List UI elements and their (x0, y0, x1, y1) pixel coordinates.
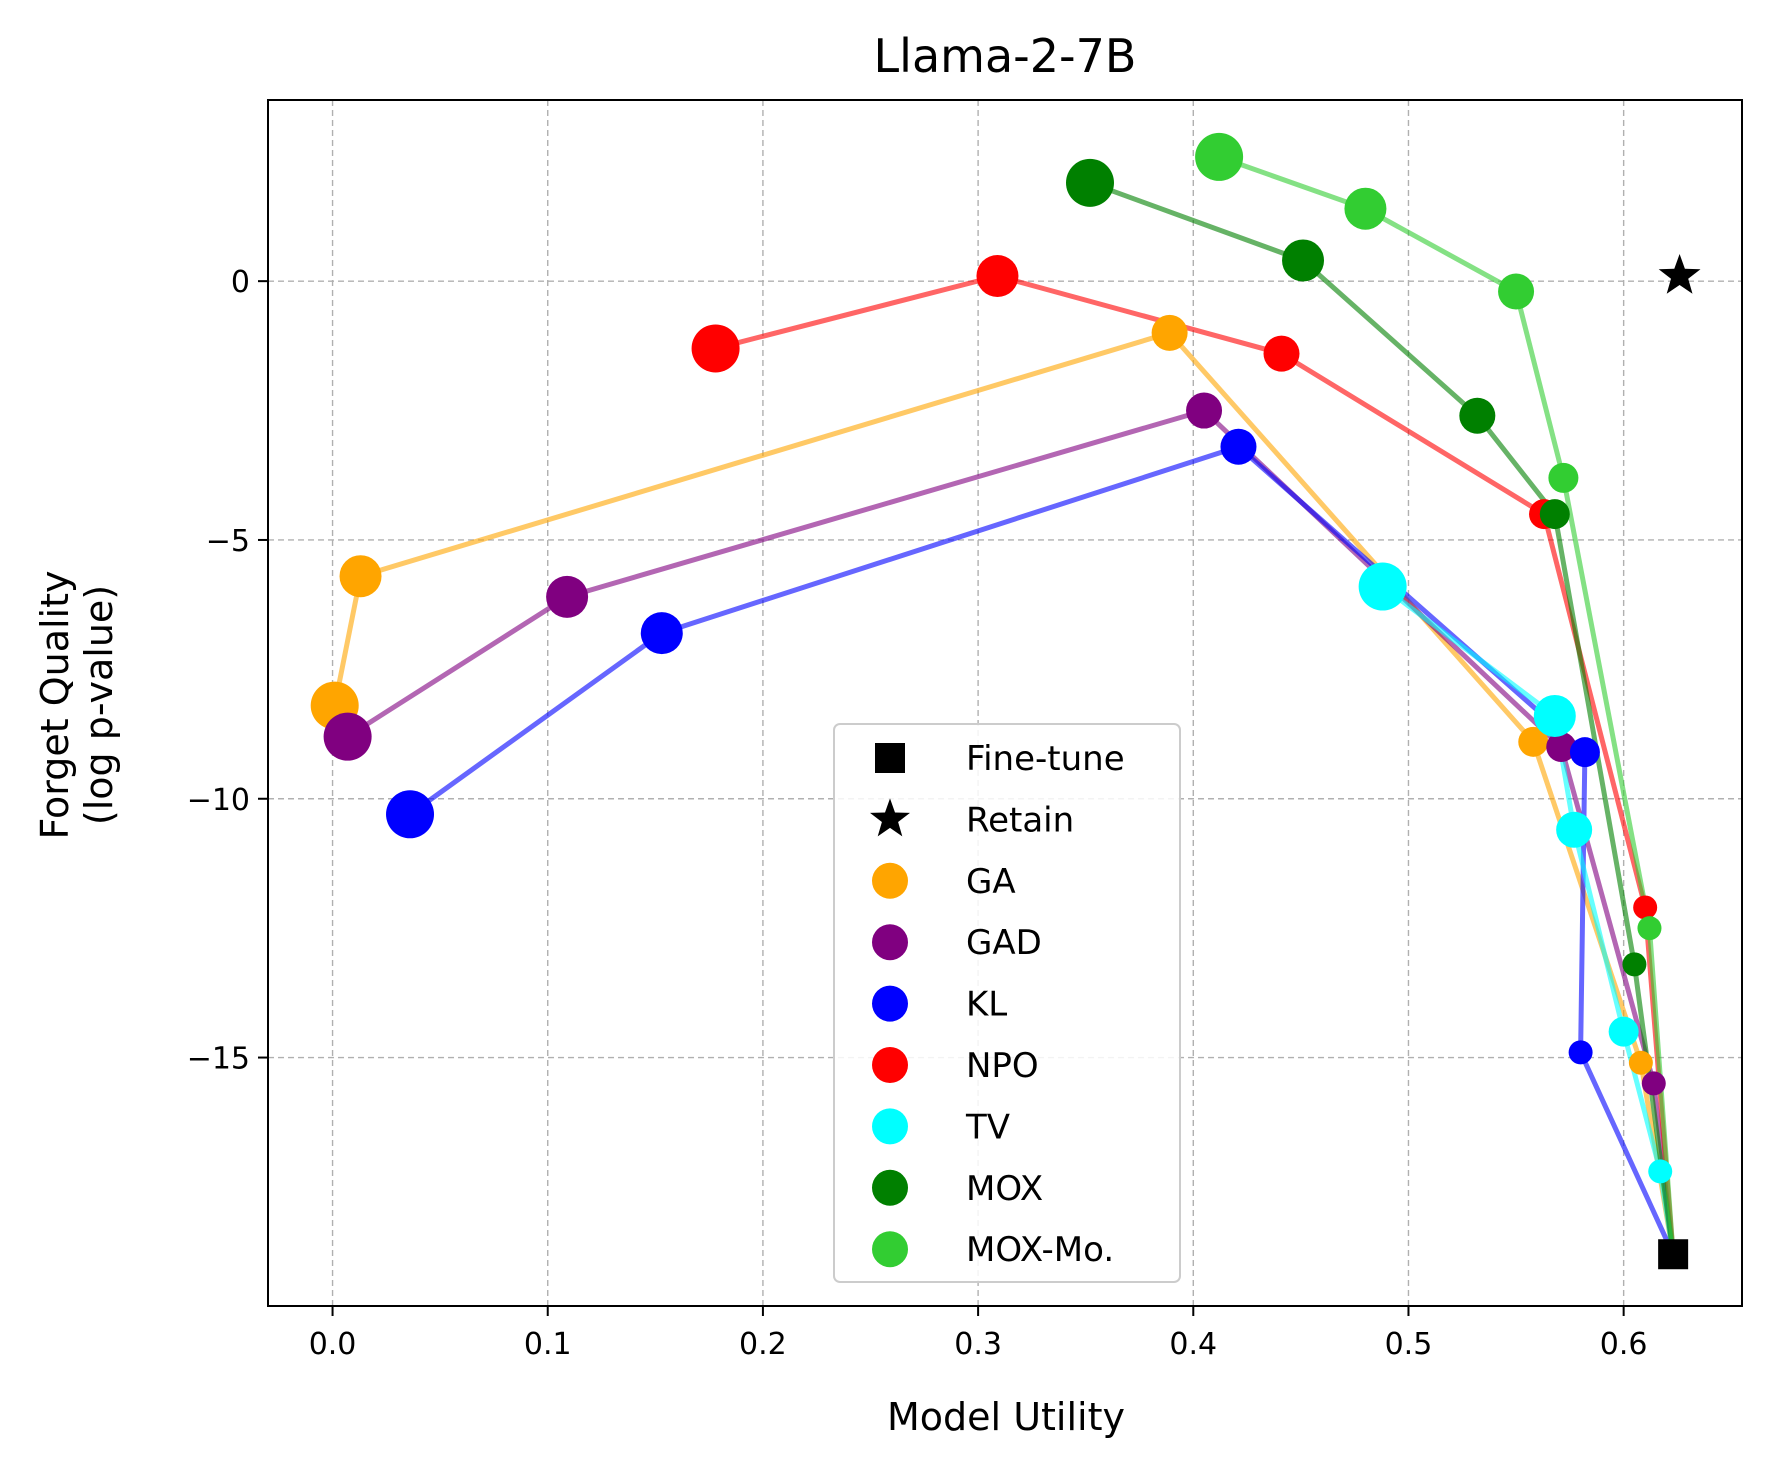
x-tick-label: 0.6 (1600, 1327, 1648, 1362)
data-point-mox (1065, 158, 1114, 207)
legend-box (833, 723, 1181, 1283)
data-point-npo (691, 324, 740, 373)
data-point-mox (1622, 952, 1647, 977)
data-point-gad (1546, 731, 1577, 762)
legend-label-mox: MOX (966, 1169, 1043, 1209)
legend: Fine-tune Retain GA GAD KL NPO TV MOX MOX-Mo. (833, 723, 1181, 1283)
data-point-tv (1556, 811, 1593, 848)
data-point-mox (1282, 239, 1325, 282)
y-axis-title-line-2: (log p-value) (77, 585, 121, 825)
legend-marker-retain (870, 798, 910, 837)
data-point-mox (1539, 499, 1570, 530)
y-axis-title-line-1: Forget Quality (33, 571, 77, 840)
chart-title: Llama-2-7B (874, 29, 1137, 83)
legend-marker-npo (872, 1047, 908, 1083)
data-point-ga (1151, 314, 1188, 351)
legend-marker-gad (872, 924, 908, 961)
fine-tune-marker (1658, 1239, 1689, 1270)
legend-label-fine-tune: Fine-tune (966, 739, 1125, 779)
legend-label-retain: Retain (966, 800, 1074, 840)
legend-label-kl: KL (966, 985, 1007, 1025)
data-point-gad (1641, 1071, 1666, 1096)
data-point-tv (1533, 694, 1576, 737)
legend-marker-fine-tune (875, 743, 905, 773)
series-line-kl (408, 444, 1676, 1256)
data-point-gad (323, 712, 372, 761)
data-point-kl (640, 612, 683, 655)
data-point-ga (1628, 1050, 1653, 1075)
plot-frame (267, 99, 1743, 1307)
data-point-gad (546, 575, 589, 618)
y-tick-label: 0 (231, 265, 250, 300)
legend-marker-mox (872, 1169, 908, 1206)
series-line-mox-mo- (1218, 154, 1676, 1255)
legend-label-gad: GAD (966, 923, 1042, 963)
data-point-kl (1220, 428, 1257, 465)
x-tick-label: 0.3 (954, 1327, 1002, 1362)
x-tick-label: 0.0 (309, 1327, 357, 1362)
retain-marker (1658, 254, 1701, 294)
y-tick-label: −5 (206, 524, 250, 559)
y-tick-label: −10 (187, 783, 250, 818)
series-line-mox (1089, 180, 1676, 1255)
data-point-kl (1568, 1040, 1593, 1065)
data-point-tv (1648, 1159, 1673, 1184)
x-tick-label: 0.4 (1169, 1327, 1217, 1362)
data-point-npo (1263, 335, 1300, 372)
data-point-mox-mo- (1498, 273, 1535, 310)
data-point-npo (976, 254, 1019, 297)
grid (268, 100, 1742, 1306)
data-point-kl (1569, 737, 1600, 768)
data-point-mox-mo- (1344, 187, 1387, 230)
legend-label-tv: TV (965, 1107, 1010, 1147)
legend-label-ga: GA (966, 862, 1016, 902)
data-point-mox (1459, 397, 1496, 434)
legend-marker-ga (872, 862, 908, 899)
y-tick-label: −15 (187, 1042, 250, 1077)
data-point-tv (1358, 562, 1407, 611)
x-tick-label: 0.5 (1385, 1327, 1433, 1362)
legend-marker-tv (872, 1108, 908, 1145)
plot-area (310, 132, 1701, 1270)
data-point-mox-mo- (1637, 916, 1662, 941)
legend-marker-mox-mo- (872, 1231, 908, 1268)
data-point-kl (386, 790, 435, 839)
x-axis-title: Model Utility (887, 1395, 1125, 1439)
data-point-ga (1518, 726, 1549, 757)
legend-marker-kl (872, 985, 908, 1022)
data-point-npo (1633, 895, 1658, 920)
data-point-gad (1186, 392, 1223, 429)
x-tick-label: 0.2 (739, 1327, 787, 1362)
legend-label-npo: NPO (966, 1046, 1039, 1086)
axes: 0.0 0.1 0.2 0.3 0.4 0.5 0.6 0 −5 −10 −15 (187, 99, 1743, 1362)
data-point-tv (1608, 1016, 1639, 1047)
data-point-mox-mo- (1195, 132, 1244, 181)
series-line-ga (332, 330, 1676, 1255)
data-point-ga (339, 555, 382, 598)
legend-label-mox-mo-: MOX-Mo. (966, 1230, 1114, 1270)
data-point-mox-mo- (1548, 462, 1579, 493)
x-tick-label: 0.1 (524, 1327, 572, 1362)
